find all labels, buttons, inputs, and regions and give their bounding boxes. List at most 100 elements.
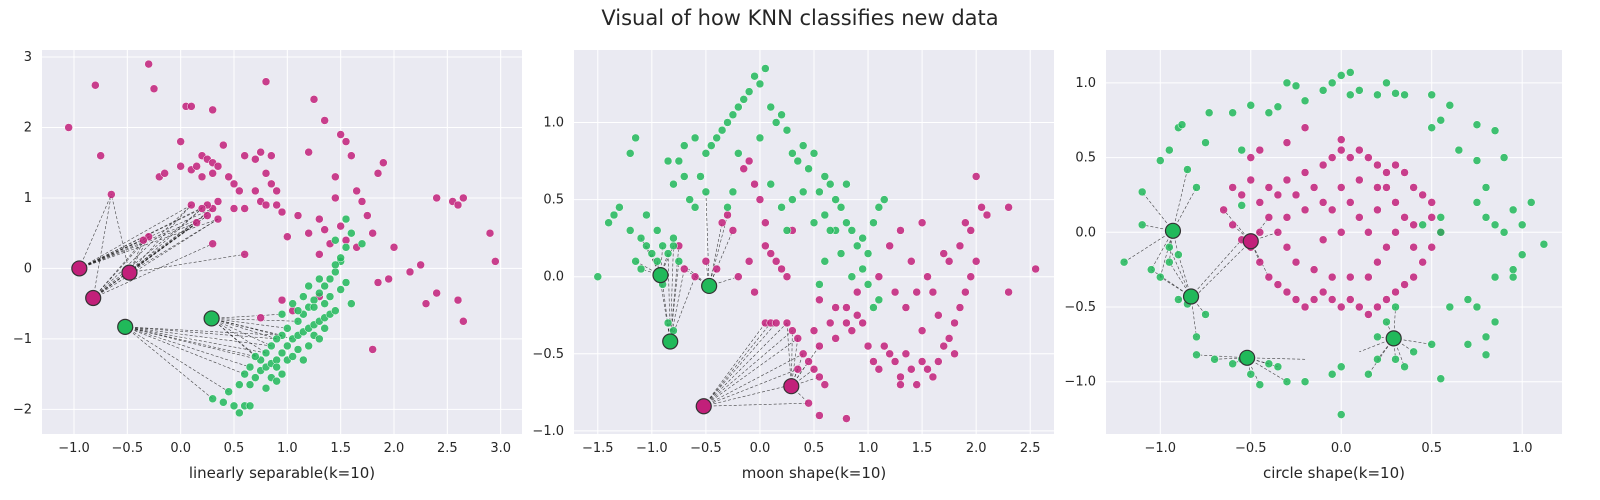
data-point-class-b: [1373, 90, 1382, 100]
data-point-class-a: [251, 154, 260, 164]
data-point-class-a: [203, 211, 212, 220]
data-point-class-b: [235, 380, 244, 389]
data-point-class-b: [1228, 108, 1237, 118]
neighbor-line: [111, 194, 130, 273]
neighbor-line: [125, 326, 261, 361]
data-point-class-a: [771, 257, 781, 266]
data-point-class-b: [869, 218, 878, 227]
x-tick-label: 2.0: [966, 441, 987, 456]
data-point-class-b: [347, 228, 356, 238]
data-point-class-b: [1201, 138, 1210, 147]
data-point-class-a: [1264, 213, 1274, 222]
y-tick-label: −2: [13, 402, 32, 417]
data-point-class-a: [1400, 168, 1409, 177]
data-point-class-b: [863, 249, 873, 258]
data-point-class-b: [315, 274, 324, 284]
neighbor-line: [79, 215, 208, 269]
neighbor-line: [1377, 338, 1394, 360]
data-point-class-a: [213, 197, 223, 206]
x-tick-label: 0.5: [224, 441, 245, 456]
neighbor-line: [125, 326, 251, 368]
data-point-class-b: [777, 110, 786, 120]
data-point-class-b: [245, 401, 255, 411]
data-point-class-b: [1490, 317, 1500, 327]
data-point-class-b: [1481, 350, 1491, 360]
data-point-class-b: [1472, 120, 1482, 129]
data-point-class-a: [1336, 302, 1346, 312]
data-point-class-b: [804, 164, 813, 173]
data-point-class-b: [750, 71, 759, 81]
data-point-class-b: [315, 288, 324, 298]
data-point-class-b: [874, 295, 884, 305]
data-point-class-a: [1327, 272, 1337, 282]
x-axis-label: moon shape(k=10): [742, 464, 887, 482]
data-point-class-b: [1165, 257, 1174, 267]
data-point-class-a: [1364, 153, 1373, 162]
data-point-class-b: [277, 369, 287, 379]
neighbor-line: [125, 326, 283, 336]
data-point-class-b: [1508, 265, 1518, 274]
neighbor-line: [708, 222, 723, 287]
data-point-class-a: [1346, 198, 1355, 207]
data-point-class-a: [229, 204, 239, 213]
data-point-class-b: [663, 318, 673, 328]
data-point-class-b: [1481, 213, 1491, 222]
data-point-class-b: [293, 345, 303, 354]
data-point-class-b: [272, 376, 281, 386]
data-point-class-a: [1391, 287, 1400, 297]
data-point-class-b: [739, 95, 748, 104]
query-point: [71, 260, 88, 277]
query-point: [662, 333, 679, 350]
data-point-class-b: [669, 233, 678, 243]
data-point-class-b: [1156, 156, 1165, 165]
data-point-class-a: [831, 303, 840, 312]
data-point-class-a: [421, 299, 431, 308]
data-point-class-b: [1472, 302, 1482, 312]
neighbor-line: [1169, 247, 1192, 297]
data-point-class-b: [685, 195, 694, 204]
data-point-class-b: [1526, 198, 1536, 207]
data-point-class-a: [1382, 295, 1391, 304]
data-point-class-a: [966, 272, 976, 281]
data-point-class-b: [1174, 250, 1183, 259]
data-point-class-b: [245, 362, 255, 372]
data-point-class-a: [912, 287, 921, 297]
data-point-class-b: [1192, 350, 1201, 360]
data-point-class-b: [272, 334, 281, 344]
data-point-class-a: [1355, 302, 1364, 312]
data-point-class-b: [288, 352, 297, 361]
x-tick-label: 2.5: [1020, 441, 1041, 456]
data-point-class-b: [1382, 78, 1391, 88]
data-point-class-a: [304, 147, 313, 157]
data-point-class-b: [771, 118, 781, 127]
data-point-class-a: [208, 239, 217, 249]
data-point-class-b: [336, 285, 345, 294]
data-point-class-a: [766, 249, 776, 258]
data-point-class-a: [950, 349, 959, 359]
data-point-class-b: [1427, 123, 1436, 132]
data-point-class-a: [1409, 183, 1418, 192]
neighbor-line: [129, 254, 245, 273]
neighbor-line: [125, 326, 267, 354]
data-point-class-a: [912, 380, 921, 389]
data-point-class-a: [315, 250, 324, 259]
data-point-class-a: [373, 169, 383, 178]
data-point-class-a: [934, 357, 943, 366]
neighbor-line: [791, 338, 799, 387]
data-point-class-b: [609, 210, 619, 220]
data-point-class-a: [1273, 280, 1283, 289]
data-point-class-b: [836, 203, 846, 212]
data-point-class-a: [331, 172, 340, 182]
x-tick-label: 0.0: [750, 441, 771, 456]
data-point-class-a: [782, 318, 792, 328]
data-point-class-b: [267, 341, 276, 351]
figure-title: Visual of how KNN classifies new data: [601, 6, 999, 30]
data-point-class-b: [1409, 347, 1418, 357]
data-point-class-a: [1300, 302, 1310, 312]
data-point-class-a: [1318, 235, 1328, 245]
data-point-class-b: [224, 387, 233, 396]
data-point-class-b: [717, 125, 727, 135]
data-point-class-a: [373, 278, 383, 287]
data-point-class-b: [1300, 96, 1310, 106]
